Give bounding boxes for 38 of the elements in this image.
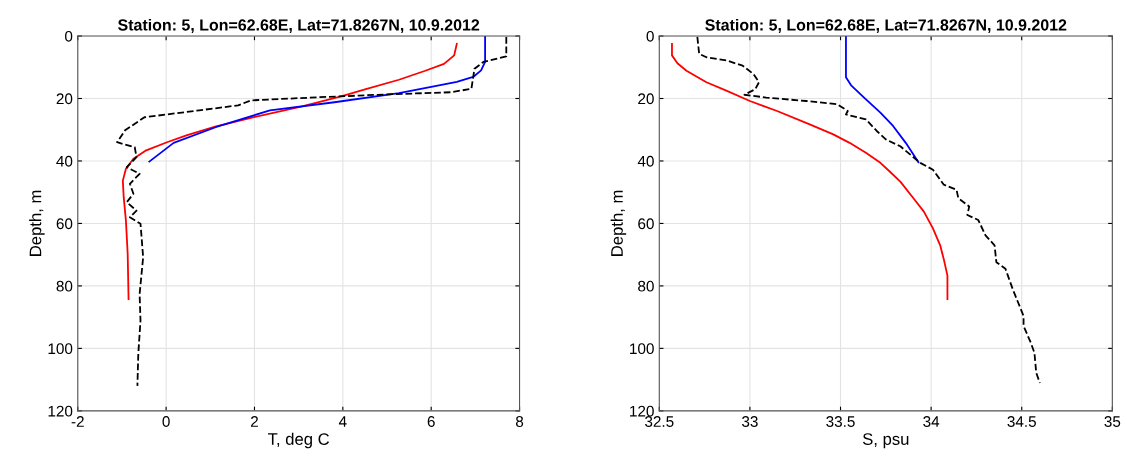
x-tick-label: 4 bbox=[338, 416, 347, 427]
y-tick-label: 0 bbox=[646, 30, 654, 42]
y-tick-label: 80 bbox=[56, 280, 73, 292]
line-series bbox=[116, 36, 508, 387]
y-tick-label: 100 bbox=[48, 343, 73, 355]
line-series bbox=[671, 42, 949, 300]
y-tick-label: 80 bbox=[638, 280, 654, 292]
x-tick-label: 6 bbox=[427, 416, 435, 427]
x-tick-label: 33.5 bbox=[826, 416, 855, 427]
y-tick-label: 20 bbox=[56, 93, 73, 105]
x-axis-title: T, deg C bbox=[268, 432, 330, 449]
y-tick-label: 40 bbox=[637, 155, 654, 167]
x-axis-title: S, psu bbox=[862, 433, 909, 449]
line-series bbox=[845, 36, 920, 164]
y-tick-label: 60 bbox=[638, 218, 654, 230]
x-tick-label: 34.5 bbox=[1007, 416, 1036, 427]
x-tick-label: -2 bbox=[71, 416, 84, 427]
y-tick-label: 20 bbox=[638, 93, 654, 105]
x-tick-label: 2 bbox=[251, 416, 258, 427]
line-series bbox=[148, 36, 486, 163]
x-tick-label: 32.5 bbox=[645, 416, 674, 427]
y-tick-label: 100 bbox=[630, 343, 654, 355]
y-tick-label: 120 bbox=[630, 405, 654, 417]
x-tick-label: 35 bbox=[1104, 416, 1121, 427]
line-series bbox=[121, 42, 458, 300]
chart-title: Station: 5, Lon=62.68E, Lat=71.8267N, 10.9.2012 bbox=[705, 18, 1067, 33]
line-series bbox=[696, 36, 1041, 384]
y-axis-title: Depth, m bbox=[610, 190, 627, 256]
y-tick-label: 0 bbox=[65, 30, 73, 42]
x-tick-label: 34 bbox=[923, 416, 940, 427]
y-axis-title: Depth, m bbox=[29, 190, 45, 256]
chart-title: Station: 5, Lon=62.68E, Lat=71.8267N, 10.9.2012 bbox=[118, 18, 480, 33]
x-tick-label: 0 bbox=[162, 416, 170, 427]
y-tick-label: 60 bbox=[56, 218, 73, 230]
x-tick-label: 8 bbox=[515, 416, 524, 427]
y-tick-label: 40 bbox=[56, 155, 73, 167]
x-tick-label: 33 bbox=[741, 416, 758, 427]
y-tick-label: 120 bbox=[48, 405, 73, 417]
